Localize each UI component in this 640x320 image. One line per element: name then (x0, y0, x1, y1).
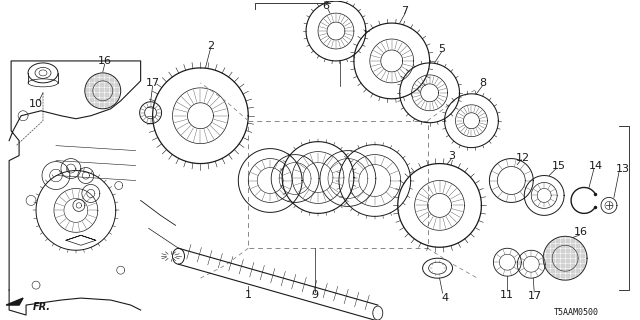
Text: 17: 17 (145, 78, 159, 88)
Text: 14: 14 (589, 161, 603, 171)
Text: 5: 5 (438, 44, 445, 54)
Text: 16: 16 (98, 56, 112, 66)
Text: 8: 8 (479, 78, 486, 88)
Text: FR.: FR. (33, 302, 51, 312)
Text: 1: 1 (244, 290, 252, 300)
Text: 12: 12 (516, 153, 531, 163)
Text: 9: 9 (312, 290, 319, 300)
Text: 11: 11 (500, 290, 515, 300)
Text: 15: 15 (552, 161, 566, 171)
Text: 16: 16 (574, 227, 588, 237)
Text: 2: 2 (207, 41, 214, 51)
Polygon shape (6, 298, 23, 305)
Text: 17: 17 (528, 291, 542, 301)
Text: 10: 10 (29, 99, 43, 109)
Text: 4: 4 (441, 293, 448, 303)
Text: 13: 13 (616, 164, 630, 173)
Text: 7: 7 (401, 6, 408, 16)
Text: 3: 3 (448, 151, 455, 161)
Text: 6: 6 (323, 1, 330, 11)
Text: T5AAM0500: T5AAM0500 (554, 308, 599, 316)
